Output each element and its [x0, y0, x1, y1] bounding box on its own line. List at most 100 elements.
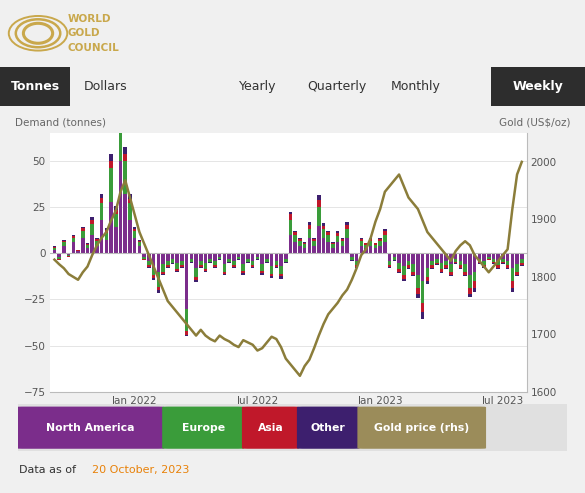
Bar [199, 265, 202, 267]
Bar [176, 262, 179, 269]
Bar [383, 235, 387, 242]
Bar [284, 262, 287, 263]
Text: Gold (US$/oz): Gold (US$/oz) [499, 117, 570, 127]
Bar [501, 262, 505, 263]
Bar [228, 253, 231, 259]
Bar [431, 261, 434, 265]
Bar [147, 265, 150, 267]
Bar [303, 242, 307, 243]
Bar [218, 257, 222, 259]
Bar [152, 253, 156, 268]
Bar [194, 280, 198, 282]
Bar [511, 281, 514, 288]
Bar [355, 253, 359, 261]
Bar [256, 257, 259, 259]
Bar [242, 273, 245, 275]
Bar [491, 263, 495, 264]
Bar [350, 257, 353, 260]
Bar [213, 265, 216, 267]
Bar [123, 147, 127, 154]
Bar [355, 267, 359, 268]
Bar [317, 200, 321, 207]
Bar [204, 253, 207, 262]
Bar [100, 203, 104, 220]
Bar [180, 267, 184, 268]
Bar [369, 239, 373, 241]
FancyBboxPatch shape [297, 407, 360, 449]
FancyBboxPatch shape [6, 403, 579, 452]
Bar [355, 261, 359, 265]
Bar [86, 243, 90, 244]
Bar [298, 241, 302, 246]
Bar [345, 222, 349, 225]
Bar [109, 202, 113, 253]
Bar [407, 261, 410, 265]
Bar [431, 268, 434, 269]
Bar [76, 250, 80, 251]
Bar [491, 262, 495, 263]
Bar [279, 266, 283, 274]
Bar [364, 244, 368, 245]
Bar [520, 259, 524, 263]
Bar [294, 232, 297, 235]
Bar [232, 265, 236, 267]
Text: Asia: Asia [257, 423, 283, 433]
Bar [95, 246, 99, 253]
Bar [95, 238, 99, 240]
FancyBboxPatch shape [242, 407, 299, 449]
Bar [411, 264, 415, 272]
Bar [326, 232, 330, 235]
Bar [340, 241, 344, 246]
Bar [223, 253, 226, 264]
Bar [105, 228, 108, 230]
Bar [364, 243, 368, 244]
Bar [421, 281, 425, 303]
Bar [411, 275, 415, 276]
Bar [137, 246, 141, 253]
Bar [317, 195, 321, 200]
Bar [123, 194, 127, 253]
Bar [374, 244, 377, 245]
Bar [71, 235, 75, 236]
Bar [336, 232, 339, 233]
Bar [62, 246, 66, 253]
Bar [331, 243, 335, 244]
Bar [133, 227, 136, 229]
Bar [355, 265, 359, 267]
Bar [350, 260, 353, 261]
Bar [279, 274, 283, 277]
Bar [388, 253, 391, 261]
FancyBboxPatch shape [357, 407, 486, 449]
Bar [520, 263, 524, 265]
Bar [360, 246, 363, 253]
Bar [71, 242, 75, 253]
Bar [208, 259, 212, 262]
Text: 20 October, 2023: 20 October, 2023 [92, 465, 189, 475]
Text: WORLD: WORLD [67, 14, 111, 24]
Bar [194, 253, 198, 268]
Bar [204, 262, 207, 269]
Text: Quarterly: Quarterly [307, 80, 366, 93]
Bar [501, 253, 505, 259]
Bar [190, 259, 193, 262]
Bar [157, 253, 160, 272]
Bar [81, 231, 85, 239]
Bar [232, 253, 236, 261]
Bar [105, 230, 108, 233]
Bar [360, 241, 363, 246]
Bar [411, 272, 415, 275]
Bar [152, 278, 156, 280]
Bar [322, 223, 325, 226]
Bar [312, 238, 316, 239]
Bar [369, 238, 373, 239]
FancyBboxPatch shape [0, 67, 70, 106]
Bar [142, 257, 146, 259]
Bar [133, 229, 136, 231]
Bar [369, 246, 373, 253]
Bar [468, 288, 472, 294]
Bar [152, 268, 156, 276]
Bar [62, 240, 66, 241]
Bar [350, 253, 353, 257]
Bar [463, 253, 467, 264]
Bar [176, 269, 179, 271]
